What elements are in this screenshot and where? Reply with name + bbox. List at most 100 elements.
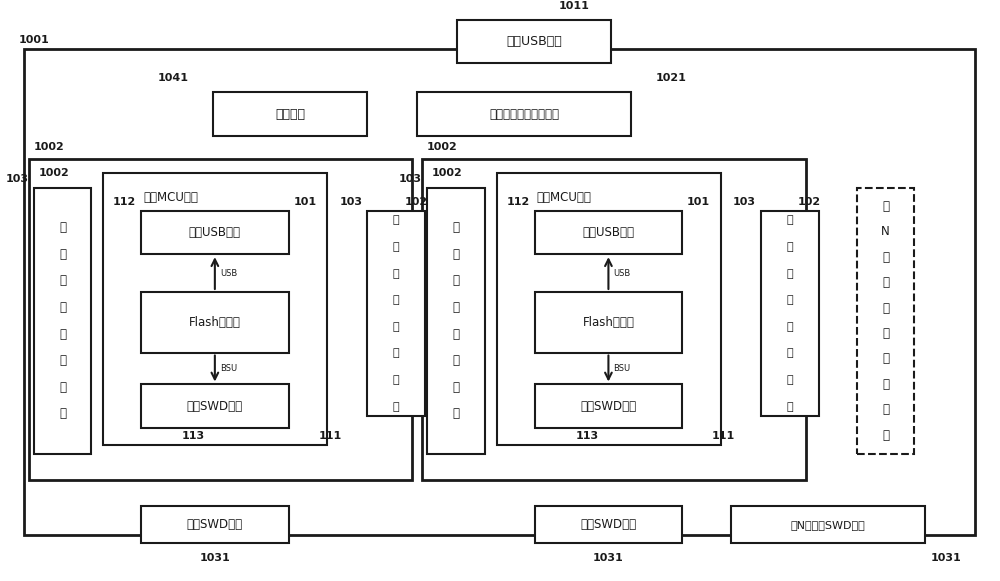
Text: 112: 112	[506, 198, 530, 207]
FancyBboxPatch shape	[535, 292, 682, 353]
Text: 指: 指	[393, 216, 400, 225]
Text: 112: 112	[113, 198, 136, 207]
Text: 111: 111	[712, 432, 735, 442]
Text: 1031: 1031	[930, 553, 961, 563]
FancyBboxPatch shape	[535, 211, 682, 254]
Text: 状: 状	[59, 274, 66, 288]
Text: 接: 接	[786, 268, 793, 279]
FancyBboxPatch shape	[427, 188, 485, 454]
Text: 主控MCU模块: 主控MCU模块	[537, 191, 592, 204]
FancyBboxPatch shape	[857, 188, 914, 454]
Text: BSU: BSU	[613, 364, 631, 373]
Text: 运: 运	[452, 221, 459, 234]
Text: 主控MCU模块: 主控MCU模块	[143, 191, 198, 204]
Text: 1031: 1031	[199, 553, 230, 563]
FancyBboxPatch shape	[141, 385, 289, 428]
Text: 主板指令接收执行模块: 主板指令接收执行模块	[489, 107, 559, 121]
FancyBboxPatch shape	[103, 173, 327, 445]
Text: 103: 103	[733, 198, 756, 207]
Text: 模: 模	[786, 375, 793, 385]
Text: 第: 第	[882, 200, 889, 213]
Text: 线: 线	[882, 302, 889, 314]
Text: 令: 令	[786, 242, 793, 252]
FancyBboxPatch shape	[761, 211, 819, 416]
Text: 101: 101	[687, 198, 710, 207]
Text: 块: 块	[59, 407, 66, 421]
Text: 显: 显	[59, 328, 66, 340]
Text: Flash存储器: Flash存储器	[189, 315, 241, 329]
Text: 子: 子	[882, 403, 889, 417]
Text: 111: 111	[318, 432, 342, 442]
Text: 1001: 1001	[19, 35, 49, 45]
Text: 113: 113	[575, 432, 598, 442]
Text: 1002: 1002	[427, 142, 458, 152]
Text: 1002: 1002	[34, 142, 64, 152]
FancyBboxPatch shape	[141, 211, 289, 254]
FancyBboxPatch shape	[141, 506, 289, 543]
Text: 103: 103	[339, 198, 362, 207]
Text: 第一SWD接口: 第一SWD接口	[187, 400, 243, 413]
Text: 113: 113	[182, 432, 205, 442]
Text: 执: 执	[786, 322, 793, 332]
Text: 102: 102	[405, 198, 428, 207]
Text: 第一USB接口: 第一USB接口	[582, 226, 634, 239]
Text: 器: 器	[882, 378, 889, 391]
Text: 1011: 1011	[559, 1, 589, 10]
Text: 令: 令	[393, 242, 400, 252]
Text: 第N个第二SWD接口: 第N个第二SWD接口	[791, 519, 866, 530]
Text: 收: 收	[393, 295, 400, 305]
Text: N: N	[881, 225, 890, 238]
Text: 执: 执	[393, 322, 400, 332]
Text: 模: 模	[59, 381, 66, 394]
Text: USB: USB	[220, 268, 237, 278]
Text: 第二USB接口: 第二USB接口	[506, 35, 562, 48]
Text: 103: 103	[6, 174, 29, 184]
FancyBboxPatch shape	[417, 92, 631, 136]
Text: 指: 指	[786, 216, 793, 225]
Text: BSU: BSU	[220, 364, 237, 373]
Text: 态: 态	[59, 301, 66, 314]
Text: 电源模块: 电源模块	[275, 107, 305, 121]
Text: 101: 101	[294, 198, 317, 207]
FancyBboxPatch shape	[535, 506, 682, 543]
FancyBboxPatch shape	[34, 188, 91, 454]
FancyBboxPatch shape	[29, 159, 412, 480]
Text: 1002: 1002	[38, 168, 69, 178]
Text: 个: 个	[882, 250, 889, 264]
FancyBboxPatch shape	[24, 49, 975, 535]
Text: 板: 板	[882, 429, 889, 442]
Text: 状: 状	[452, 274, 459, 288]
Text: 离: 离	[882, 276, 889, 289]
Text: 示: 示	[59, 354, 66, 367]
Text: 模: 模	[393, 375, 400, 385]
Text: 烧: 烧	[882, 327, 889, 340]
Text: Flash存储器: Flash存储器	[582, 315, 634, 329]
Text: 第二SWD接口: 第二SWD接口	[187, 518, 243, 531]
FancyBboxPatch shape	[457, 20, 611, 63]
Text: 示: 示	[452, 354, 459, 367]
Text: 1002: 1002	[432, 168, 463, 178]
FancyBboxPatch shape	[731, 506, 925, 543]
FancyBboxPatch shape	[422, 159, 806, 480]
FancyBboxPatch shape	[213, 92, 367, 136]
FancyBboxPatch shape	[497, 173, 721, 445]
Text: 显: 显	[452, 328, 459, 340]
Text: 102: 102	[798, 198, 821, 207]
Text: 第二SWD接口: 第二SWD接口	[580, 518, 636, 531]
Text: 行: 行	[393, 349, 400, 358]
Text: 块: 块	[393, 401, 400, 412]
Text: 录: 录	[882, 353, 889, 365]
Text: 块: 块	[786, 401, 793, 412]
Text: 行: 行	[452, 248, 459, 261]
Text: 态: 态	[452, 301, 459, 314]
FancyBboxPatch shape	[141, 292, 289, 353]
Text: 第一SWD接口: 第一SWD接口	[580, 400, 636, 413]
Text: 接: 接	[393, 268, 400, 279]
Text: 运: 运	[59, 221, 66, 234]
Text: 行: 行	[786, 349, 793, 358]
Text: 第一USB接口: 第一USB接口	[189, 226, 241, 239]
Text: 1021: 1021	[656, 73, 687, 83]
Text: 103: 103	[399, 174, 422, 184]
Text: 收: 收	[786, 295, 793, 305]
FancyBboxPatch shape	[367, 211, 425, 416]
